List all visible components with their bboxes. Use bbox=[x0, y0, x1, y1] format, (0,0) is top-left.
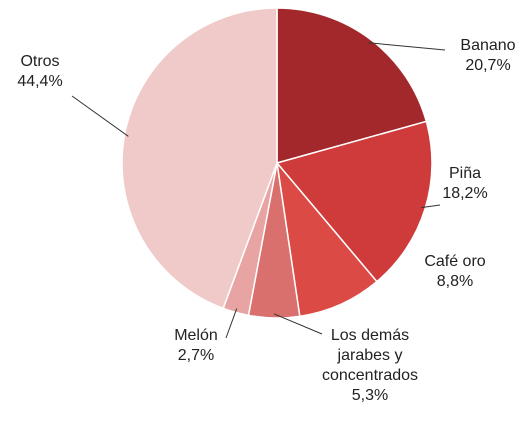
value-label: 18,2% bbox=[442, 185, 488, 202]
value-label: 44,4% bbox=[17, 73, 63, 90]
value-label: 5,3% bbox=[351, 387, 389, 404]
category-label: Piña bbox=[448, 165, 482, 182]
slice-label: Los demás jarabes y concentrados 5,3% bbox=[305, 326, 435, 406]
category-label: Banano bbox=[460, 37, 516, 54]
pie-slice bbox=[275, 120, 433, 283]
value-label: 20,7% bbox=[465, 57, 511, 74]
slice-label: Café oro 8,8% bbox=[395, 252, 515, 292]
pie-slice bbox=[121, 7, 278, 310]
category-label: Café oro bbox=[424, 253, 486, 270]
value-label: 2,7% bbox=[177, 347, 215, 364]
leader-line bbox=[421, 204, 441, 209]
pie-slice bbox=[276, 7, 428, 164]
leader-line bbox=[273, 313, 323, 335]
category-label: Los demás jarabes y concentrados bbox=[321, 327, 419, 384]
value-label: 8,8% bbox=[436, 273, 474, 290]
category-label: Melón bbox=[174, 327, 218, 344]
category-label: Otros bbox=[20, 53, 60, 70]
leader-line bbox=[225, 308, 238, 339]
slice-label: Banano 20,7% bbox=[449, 36, 522, 76]
leader-line bbox=[368, 42, 446, 51]
slice-label: Piña 18,2% bbox=[405, 164, 522, 204]
leader-line bbox=[71, 95, 129, 137]
slice-label: Melón 2,7% bbox=[156, 326, 236, 366]
pie-slice bbox=[275, 160, 378, 318]
slice-label: Otros 44,4% bbox=[0, 52, 80, 92]
